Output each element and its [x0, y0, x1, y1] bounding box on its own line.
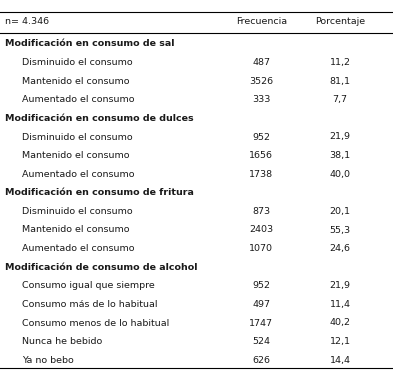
Text: 873: 873 — [252, 207, 270, 216]
Text: 1070: 1070 — [249, 244, 274, 253]
Text: Nunca he bebido: Nunca he bebido — [22, 337, 102, 346]
Text: 11,4: 11,4 — [329, 300, 351, 309]
Text: 952: 952 — [252, 281, 270, 290]
Text: Consumo más de lo habitual: Consumo más de lo habitual — [22, 300, 157, 309]
Text: Aumentado el consumo: Aumentado el consumo — [22, 244, 134, 253]
Text: 40,2: 40,2 — [329, 318, 351, 327]
Text: 24,6: 24,6 — [329, 244, 351, 253]
Text: 952: 952 — [252, 132, 270, 141]
Text: 55,3: 55,3 — [329, 226, 351, 235]
Text: Porcentaje: Porcentaje — [315, 18, 365, 26]
Text: 81,1: 81,1 — [329, 77, 351, 86]
Text: 20,1: 20,1 — [329, 207, 351, 216]
Text: 1656: 1656 — [249, 151, 274, 160]
Text: Modificación en consumo de dulces: Modificación en consumo de dulces — [5, 114, 193, 123]
Text: Ya no bebo: Ya no bebo — [22, 356, 73, 365]
Text: 21,9: 21,9 — [329, 281, 351, 290]
Text: Consumo igual que siempre: Consumo igual que siempre — [22, 281, 154, 290]
Text: 40,0: 40,0 — [329, 170, 351, 179]
Text: 7,7: 7,7 — [332, 95, 347, 104]
Text: 524: 524 — [252, 337, 270, 346]
Text: Aumentado el consumo: Aumentado el consumo — [22, 95, 134, 104]
Text: Modificación de consumo de alcohol: Modificación de consumo de alcohol — [5, 263, 197, 272]
Text: Disminuido el consumo: Disminuido el consumo — [22, 58, 132, 67]
Text: 11,2: 11,2 — [329, 58, 351, 67]
Text: Modificación en consumo de sal: Modificación en consumo de sal — [5, 39, 174, 49]
Text: Modificación en consumo de fritura: Modificación en consumo de fritura — [5, 188, 194, 197]
Text: 626: 626 — [252, 356, 270, 365]
Text: Mantenido el consumo: Mantenido el consumo — [22, 226, 129, 235]
Text: Aumentado el consumo: Aumentado el consumo — [22, 170, 134, 179]
Text: 487: 487 — [252, 58, 270, 67]
Text: 333: 333 — [252, 95, 270, 104]
Text: 1738: 1738 — [249, 170, 274, 179]
Text: 497: 497 — [252, 300, 270, 309]
Text: n= 4.346: n= 4.346 — [5, 18, 49, 26]
Text: Frecuencia: Frecuencia — [236, 18, 287, 26]
Text: 14,4: 14,4 — [329, 356, 351, 365]
Text: Mantenido el consumo: Mantenido el consumo — [22, 77, 129, 86]
Text: 21,9: 21,9 — [329, 132, 351, 141]
Text: 1747: 1747 — [249, 318, 274, 327]
Text: 12,1: 12,1 — [329, 337, 351, 346]
Text: 2403: 2403 — [249, 226, 274, 235]
Text: Mantenido el consumo: Mantenido el consumo — [22, 151, 129, 160]
Text: 3526: 3526 — [249, 77, 274, 86]
Text: 38,1: 38,1 — [329, 151, 351, 160]
Text: Disminuido el consumo: Disminuido el consumo — [22, 132, 132, 141]
Text: Consumo menos de lo habitual: Consumo menos de lo habitual — [22, 318, 169, 327]
Text: Disminuido el consumo: Disminuido el consumo — [22, 207, 132, 216]
